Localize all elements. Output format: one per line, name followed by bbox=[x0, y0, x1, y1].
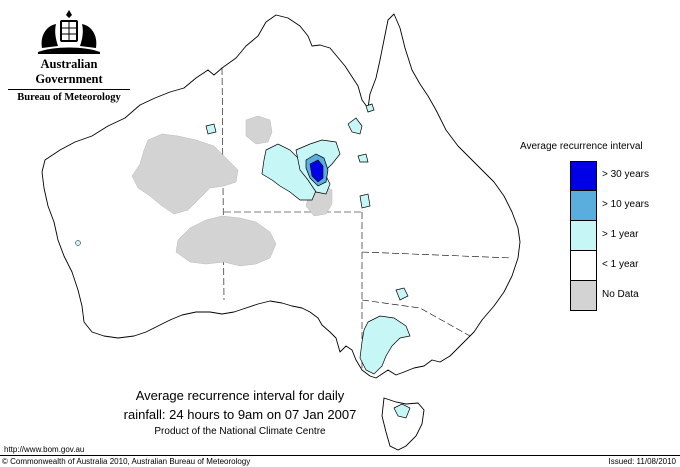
legend-swatch bbox=[570, 191, 597, 221]
legend-swatch bbox=[570, 251, 597, 281]
legend-swatch bbox=[570, 161, 597, 191]
above-30-years-area bbox=[309, 159, 324, 183]
issued-date: Issued: 11/08/2010 bbox=[608, 457, 676, 466]
government-title: Australian Government bbox=[35, 57, 103, 86]
legend-item: < 1 year bbox=[520, 251, 670, 281]
legend-item: > 10 years bbox=[520, 191, 670, 221]
legend-item: > 30 years bbox=[520, 161, 670, 191]
map-caption: Average recurrence interval for daily ra… bbox=[100, 386, 380, 439]
caption-line-2: rainfall: 24 hours to 9am on 07 Jan 2007 bbox=[123, 407, 357, 422]
legend-item: > 1 year bbox=[520, 221, 670, 251]
legend-item: No Data bbox=[520, 281, 670, 311]
mainland-outline bbox=[41, 13, 521, 379]
legend-label: > 1 year bbox=[602, 229, 639, 240]
no-data-areas bbox=[131, 115, 333, 267]
logo-divider bbox=[8, 89, 130, 90]
copyright-text: © Commonwealth of Australia 2010, Austra… bbox=[2, 457, 251, 466]
bureau-title: Bureau of Meteorology bbox=[17, 92, 121, 103]
tasmania-outline bbox=[381, 397, 425, 451]
caption-line-3: Product of the National Climate Centre bbox=[154, 426, 326, 437]
coat-of-arms-icon bbox=[38, 10, 100, 54]
small-rain-dot bbox=[75, 240, 81, 246]
legend-swatch bbox=[570, 281, 597, 311]
caption-line-1: Average recurrence interval for daily bbox=[135, 388, 345, 403]
legend-swatch bbox=[570, 221, 597, 251]
website-link[interactable]: http://www.bom.gov.au bbox=[4, 445, 85, 454]
footer-divider bbox=[0, 455, 680, 456]
legend-label: No Data bbox=[602, 289, 639, 300]
legend: Average recurrence interval > 30 years >… bbox=[520, 141, 670, 311]
legend-label: < 1 year bbox=[602, 259, 639, 270]
legend-label: > 10 years bbox=[602, 199, 649, 210]
government-logo: Australian Government Bureau of Meteorol… bbox=[8, 8, 130, 103]
legend-title: Average recurrence interval bbox=[520, 141, 643, 152]
legend-label: > 30 years bbox=[602, 169, 649, 180]
